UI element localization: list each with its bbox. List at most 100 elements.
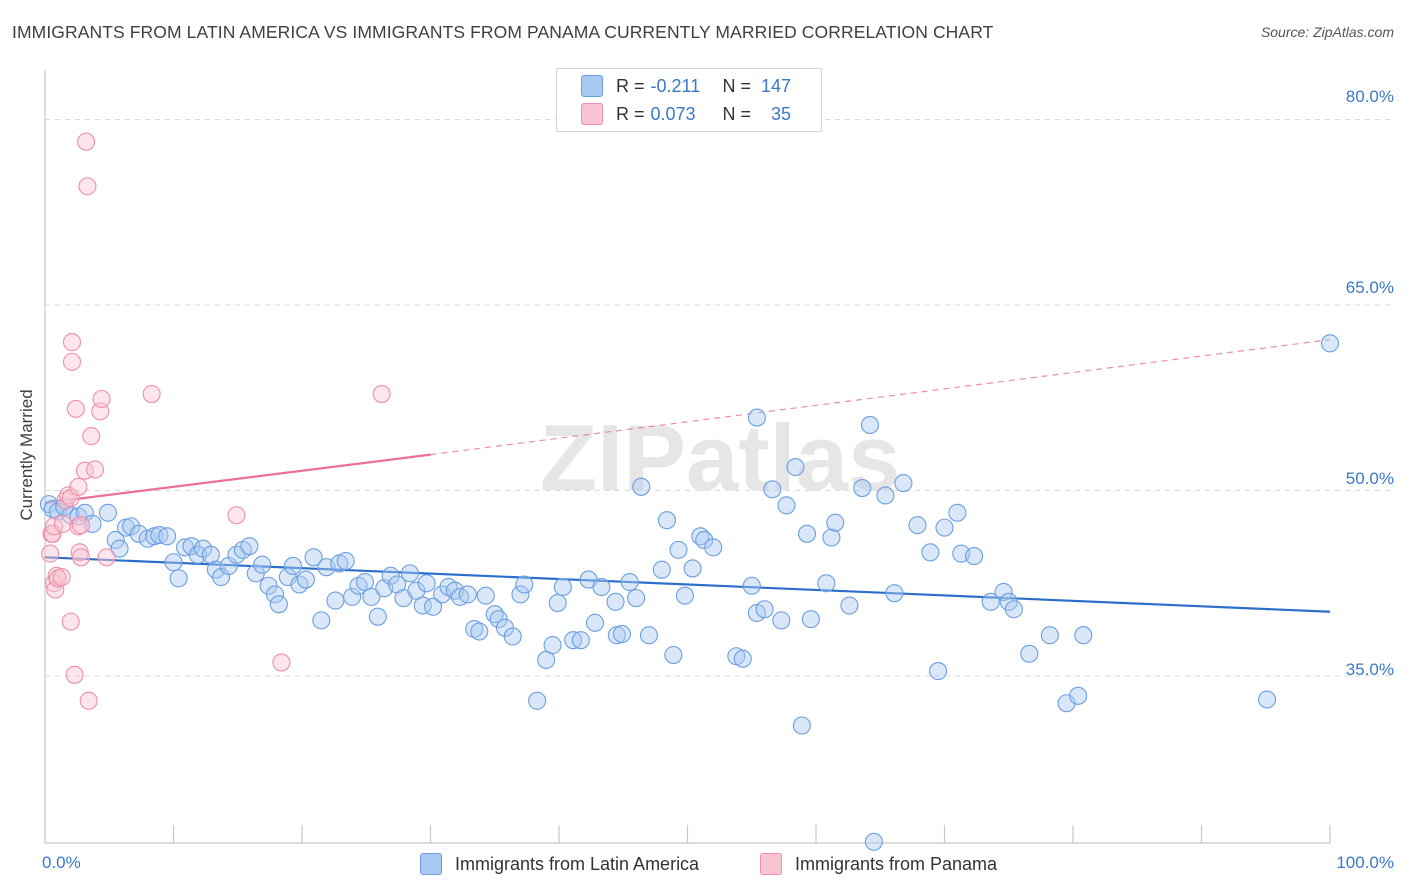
- legend-swatch-pink: [581, 103, 603, 125]
- data-point-series-0: [564, 631, 583, 650]
- data-point-series-1: [65, 665, 84, 684]
- data-point-series-0: [885, 584, 904, 603]
- data-point-series-0: [476, 586, 495, 605]
- data-point-series-0: [458, 585, 477, 604]
- data-point-series-0: [253, 555, 272, 574]
- data-point-series-0: [652, 560, 671, 579]
- data-point-series-0: [1020, 644, 1039, 663]
- data-point-series-0: [336, 551, 355, 571]
- data-point-series-0: [747, 408, 766, 427]
- data-point-series-0: [515, 575, 534, 594]
- data-point-series-0: [981, 592, 1000, 611]
- data-point-series-0: [664, 645, 683, 665]
- data-point-series-0: [269, 595, 288, 614]
- legend-n-label: N =: [722, 103, 752, 124]
- data-point-series-1: [56, 491, 75, 510]
- axes: [44, 70, 1331, 844]
- data-point-series-0: [797, 524, 817, 543]
- data-point-series-0: [1040, 626, 1059, 645]
- grid-lines: [45, 118, 1392, 677]
- data-point-series-0: [1004, 600, 1023, 619]
- data-point-series-0: [1074, 626, 1093, 645]
- data-point-series-0: [240, 537, 259, 556]
- data-point-series-0: [864, 832, 883, 851]
- data-point-series-0: [853, 478, 872, 498]
- data-point-series-1: [41, 544, 60, 563]
- bottom-legend-label: Immigrants from Latin America: [455, 853, 700, 874]
- data-point-series-0: [908, 516, 927, 535]
- data-point-series-0: [98, 503, 118, 522]
- data-point-series-1: [372, 384, 391, 404]
- bottom-legend-latin-america: Immigrants from Latin America: [420, 851, 699, 877]
- trend-line-series-0: [44, 556, 1331, 613]
- data-point-series-0: [585, 613, 605, 632]
- data-point-series-1: [97, 548, 116, 567]
- data-point-series-1: [71, 516, 91, 535]
- data-point-series-0: [543, 636, 562, 655]
- data-point-series-0: [503, 627, 522, 646]
- correlation-legend: R = -0.211 N = 147 R = 0.073 N = 35: [556, 68, 822, 132]
- data-point-series-1: [62, 333, 82, 352]
- data-point-series-0: [695, 530, 714, 550]
- data-point-series-0: [83, 514, 102, 533]
- data-point-series-0: [283, 556, 303, 576]
- data-point-series-0: [627, 589, 646, 608]
- data-point-series-0: [657, 511, 676, 530]
- data-point-series-1: [52, 568, 71, 587]
- legend-row-panama: R = 0.073 N = 35: [581, 101, 791, 127]
- x-tick-label-max: 100.0%: [1336, 853, 1394, 872]
- data-point-series-0: [733, 649, 752, 668]
- data-point-series-0: [169, 569, 188, 588]
- data-point-series-0: [296, 570, 315, 589]
- y-axis-label: Currently Married: [17, 389, 36, 521]
- data-point-series-0: [921, 543, 940, 562]
- data-point-series-0: [150, 525, 169, 545]
- y-tick-label-35: 35.0%: [1345, 660, 1394, 679]
- bottom-legend-swatch-pink: [760, 853, 782, 875]
- data-point-series-0: [362, 587, 381, 606]
- data-point-series-0: [929, 662, 948, 681]
- data-point-series-1: [77, 132, 96, 151]
- trend-extension-series-1: [430, 339, 1331, 456]
- data-point-series-0: [424, 597, 443, 616]
- data-point-series-0: [786, 457, 805, 477]
- data-point-series-0: [792, 716, 811, 735]
- bottom-legend-panama: Immigrants from Panama: [760, 851, 997, 877]
- data-point-series-0: [777, 496, 796, 515]
- source-credit: Source: ZipAtlas.com: [1260, 24, 1394, 40]
- legend-r-value: 0.073: [650, 103, 696, 124]
- data-point-series-0: [620, 572, 639, 592]
- data-point-series-0: [511, 585, 530, 604]
- data-point-series-1: [86, 460, 105, 479]
- data-point-series-0: [683, 559, 702, 578]
- data-point-series-0: [948, 503, 967, 522]
- data-point-series-1: [66, 399, 85, 418]
- data-point-series-0: [822, 528, 841, 547]
- data-point-series-0: [632, 477, 651, 496]
- data-point-series-0: [553, 577, 572, 597]
- watermark: ZIPatlas: [540, 405, 901, 510]
- data-point-series-0: [1320, 334, 1340, 353]
- data-point-series-0: [639, 626, 659, 645]
- data-point-series-0: [772, 611, 791, 630]
- legend-r-value: -0.211: [650, 75, 701, 96]
- y-tick-label-50: 50.0%: [1345, 469, 1394, 488]
- data-point-series-1: [227, 506, 246, 525]
- data-point-series-0: [528, 691, 547, 710]
- data-point-series-0: [965, 547, 984, 566]
- data-point-series-0: [612, 624, 632, 644]
- data-point-series-0: [606, 592, 625, 611]
- data-point-series-0: [669, 540, 688, 559]
- data-point-series-0: [704, 538, 723, 557]
- data-point-series-0: [465, 619, 484, 639]
- data-point-series-0: [304, 548, 323, 567]
- legend-r-label: R =: [616, 75, 645, 96]
- data-point-series-1: [71, 548, 91, 567]
- data-point-series-1: [92, 389, 111, 409]
- legend-n-value: 35: [771, 103, 792, 124]
- data-point-series-0: [326, 591, 345, 610]
- legend-row-latin-america: R = -0.211 N = 147: [581, 73, 791, 99]
- data-point-series-0: [763, 480, 782, 499]
- data-point-series-0: [548, 594, 567, 613]
